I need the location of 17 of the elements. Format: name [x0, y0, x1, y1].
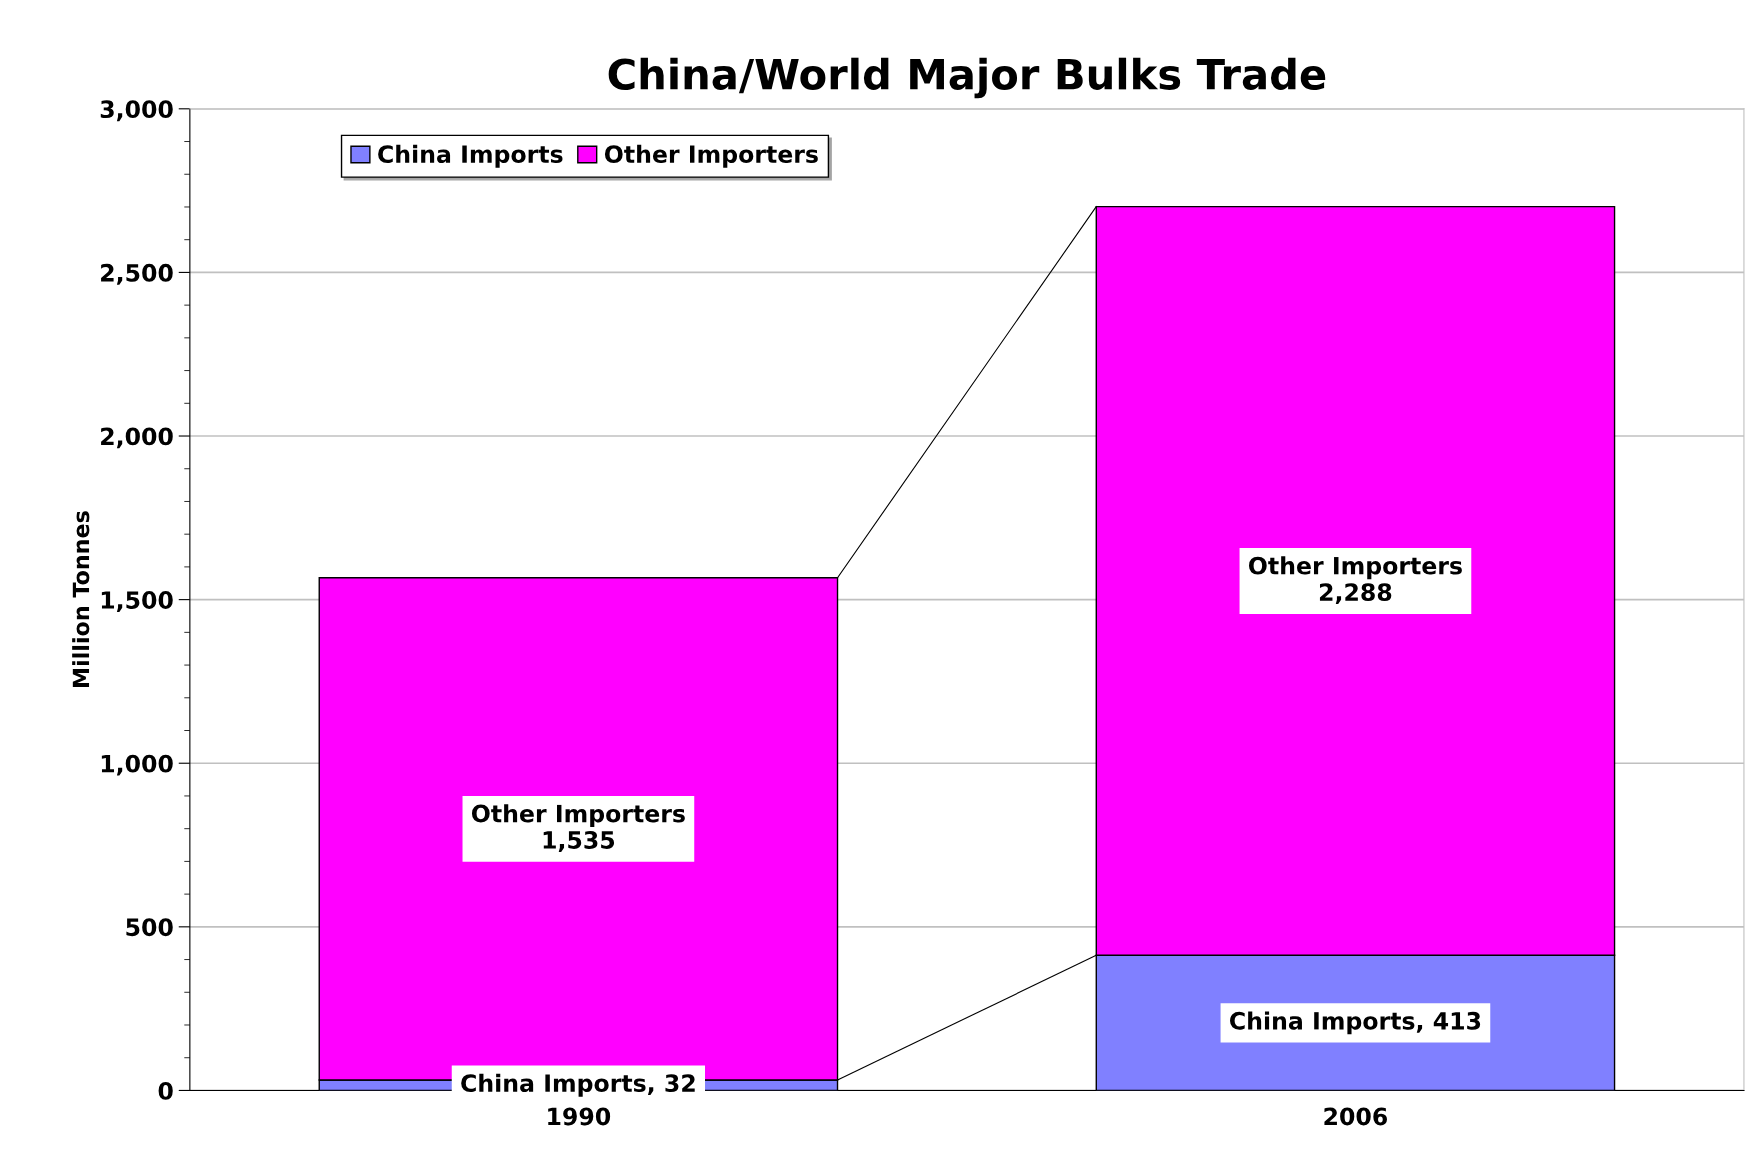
- y-axis-title: Million Tonnes: [72, 511, 90, 687]
- chart-title: China/World Major Bulks Trade: [608, 57, 1326, 99]
- data-label: China Imports, 32: [461, 1073, 695, 1097]
- data-label: Other Importers 2,288: [1249, 556, 1462, 605]
- y-tick-label: 1,500: [101, 591, 173, 612]
- x-tick-label: 1990: [548, 1107, 611, 1126]
- y-tick-label: 2,500: [101, 263, 173, 285]
- data-label: Other Importers 1,535: [471, 804, 685, 852]
- y-tick-label: 1,000: [101, 754, 173, 776]
- y-tick-label: 0: [158, 1081, 173, 1100]
- legend-label: China Imports: [378, 144, 563, 168]
- y-tick-label: 2,000: [101, 427, 173, 449]
- legend-label: Other Importers: [604, 144, 818, 168]
- y-tick-label: 500: [126, 918, 173, 937]
- data-label: China Imports, 413: [1230, 1011, 1481, 1035]
- y-tick-label: 3,000: [100, 100, 173, 122]
- x-tick-label: 2006: [1324, 1107, 1388, 1126]
